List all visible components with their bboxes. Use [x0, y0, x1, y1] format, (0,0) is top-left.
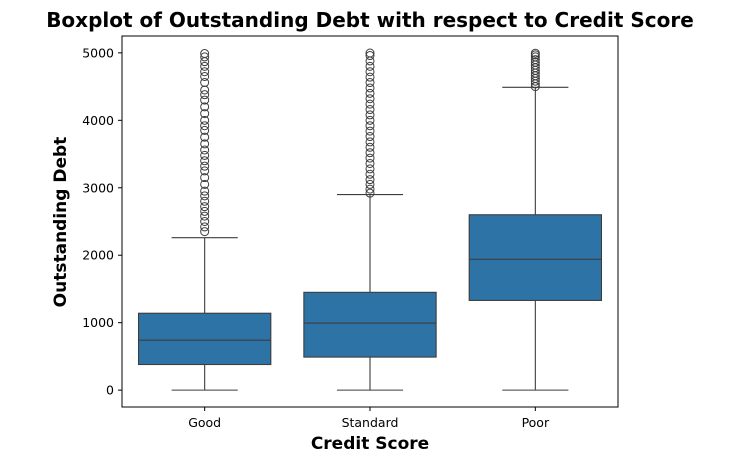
- outlier-point: [365, 132, 375, 142]
- outlier-point: [200, 61, 210, 71]
- y-tick-label: 2000: [82, 248, 114, 263]
- y-tick-label: 5000: [82, 45, 114, 60]
- outlier-point: [365, 105, 375, 115]
- outlier-point: [365, 169, 375, 179]
- outlier-point: [200, 95, 210, 105]
- outlier-point: [200, 125, 210, 135]
- x-tick-label: Poor: [522, 415, 550, 430]
- outlier-point: [365, 164, 375, 174]
- x-tick-label: Good: [188, 415, 221, 430]
- outlier-point: [365, 99, 375, 109]
- outlier-point: [200, 191, 210, 201]
- y-tick-label: 3000: [82, 180, 114, 195]
- outlier-point: [365, 184, 375, 194]
- y-tick-label: 0: [106, 383, 114, 398]
- outlier-point: [200, 102, 210, 112]
- outlier-point: [365, 148, 375, 158]
- x-tick-label: Standard: [342, 415, 399, 430]
- outlier-point: [530, 57, 540, 67]
- outlier-point: [200, 145, 210, 155]
- outlier-point: [200, 67, 210, 77]
- y-tick-label: 1000: [82, 315, 114, 330]
- outlier-point: [365, 121, 375, 131]
- outlier-point: [200, 78, 210, 88]
- boxes-layer: [137, 48, 603, 391]
- box-iqr: [468, 214, 603, 301]
- box-standard: [303, 48, 437, 391]
- y-tick-label: 4000: [82, 113, 114, 128]
- outlier-point: [200, 139, 210, 149]
- outlier-point: [200, 196, 210, 206]
- box-poor: [468, 48, 603, 391]
- x-axis: Good Standard Poor: [188, 407, 550, 430]
- outlier-point: [200, 52, 210, 62]
- outlier-point: [365, 126, 375, 136]
- outlier-point: [365, 158, 375, 168]
- outlier-point: [200, 202, 210, 212]
- y-axis: 0 1000 2000 3000 4000 5000: [82, 45, 122, 398]
- outlier-point: [365, 137, 375, 147]
- outlier-point: [200, 222, 210, 232]
- outlier-point: [365, 153, 375, 163]
- outlier-point: [365, 88, 375, 98]
- box-iqr: [303, 291, 437, 358]
- outlier-point: [365, 94, 375, 104]
- outlier-point: [200, 115, 210, 125]
- x-axis-label: Credit Score: [311, 434, 429, 454]
- outlier-point: [530, 55, 540, 65]
- outlier-point: [365, 188, 375, 198]
- outlier-point: [200, 150, 210, 160]
- outlier-point: [365, 179, 375, 189]
- outlier-point: [365, 110, 375, 120]
- outlier-point: [365, 51, 375, 61]
- outlier-point: [200, 211, 210, 221]
- box-iqr: [137, 312, 272, 366]
- box-good: [137, 49, 272, 391]
- outlier-point: [200, 85, 210, 95]
- outlier-point: [200, 90, 210, 100]
- outlier-point: [200, 71, 210, 81]
- outlier-point: [365, 48, 375, 58]
- outlier-point: [200, 217, 210, 226]
- outlier-point: [365, 142, 375, 152]
- outlier-point: [365, 78, 375, 88]
- outlier-point: [200, 179, 210, 189]
- chart-title: Boxplot of Outstanding Debt with respect…: [46, 8, 694, 32]
- outlier-point: [200, 132, 210, 142]
- outlier-point: [200, 186, 210, 196]
- outlier-point: [200, 206, 210, 216]
- outlier-point: [200, 156, 210, 166]
- outlier-point: [365, 67, 375, 77]
- outlier-point: [200, 121, 210, 131]
- outlier-point: [365, 61, 375, 71]
- outlier-point: [200, 173, 210, 183]
- y-axis-label: Outstanding Debt: [51, 137, 71, 308]
- outlier-point: [200, 166, 210, 176]
- outlier-point: [365, 72, 375, 82]
- outlier-point: [200, 161, 210, 171]
- outlier-point: [200, 49, 210, 59]
- outlier-point: [200, 109, 210, 119]
- outlier-point: [530, 48, 540, 58]
- outlier-point: [365, 175, 375, 185]
- outlier-point: [365, 115, 375, 125]
- outlier-point: [200, 227, 210, 237]
- outlier-point: [365, 83, 375, 93]
